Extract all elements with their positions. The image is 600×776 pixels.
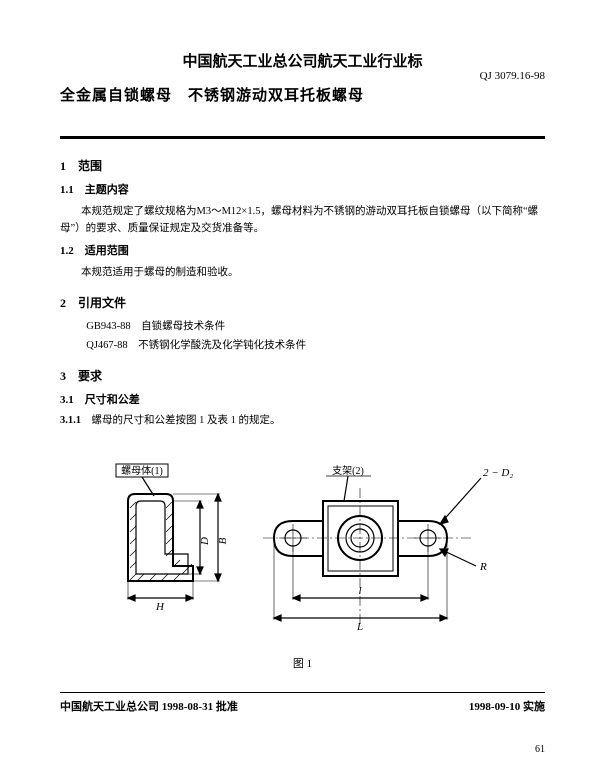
section-3-1-1: 3.1.1 螺母的尺寸和公差按图 1 及表 1 的规定。 — [60, 413, 545, 430]
section-1-1: 1.1 主题内容 — [60, 182, 545, 200]
section-3-1: 3.1 尺寸和公差 — [60, 392, 545, 410]
section-1-2: 1.2 适用范围 — [60, 243, 545, 261]
ref-item: QJ467-88 不锈钢化学酸洗及化学钝化技术条件 — [86, 338, 545, 355]
svg-text:2 − D₂: 2 − D₂ — [483, 467, 513, 479]
section-2: 2 引用文件 — [60, 294, 545, 313]
svg-text:B: B — [217, 537, 229, 544]
section-1: 1 范围 — [60, 157, 545, 176]
ref-code: QJ467-88 — [86, 340, 127, 351]
svg-text:L: L — [355, 621, 362, 633]
doc-title: 全金属自锁螺母 不锈钢游动双耳托板螺母 — [60, 84, 545, 108]
clause-body: 螺母的尺寸和公差按图 1 及表 1 的规定。 — [92, 415, 281, 426]
divider-bottom — [60, 692, 545, 693]
svg-text:支架(2): 支架(2) — [332, 465, 364, 477]
standard-code: QJ 3079.16-98 — [480, 68, 545, 86]
divider-top — [60, 136, 545, 139]
svg-text:D: D — [199, 537, 211, 546]
svg-text:R: R — [479, 561, 487, 573]
reference-list: GB943-88 自锁螺母技术条件 QJ467-88 不锈钢化学酸洗及化学钝化技… — [86, 319, 545, 355]
page-number: 61 — [535, 742, 545, 758]
footer-approval: 中国航天工业总公司 1998-08-31 批准 — [60, 699, 238, 717]
clause-num: 3.1.1 — [60, 415, 81, 426]
svg-text:H: H — [155, 601, 165, 613]
para-1-2: 本规范适用于螺母的制造和验收。 — [60, 265, 545, 282]
svg-text:l: l — [358, 585, 361, 597]
footer-effective: 1998-09-10 实施 — [469, 699, 545, 717]
figure-caption: 图 1 — [60, 656, 545, 674]
figure-1: 螺母体(1) D — [60, 446, 545, 646]
para-1-1: 本规范规定了螺纹规格为M3～M12×1.5，螺母材料为不锈钢的游动双耳托板自锁螺… — [60, 204, 545, 238]
ref-text: 自锁螺母技术条件 — [141, 321, 225, 332]
org-title: 中国航天工业总公司航天工业行业标 — [60, 50, 545, 74]
ref-text: 不锈钢化学酸洗及化学钝化技术条件 — [138, 340, 306, 351]
ref-code: GB943-88 — [86, 321, 130, 332]
svg-text:螺母体(1): 螺母体(1) — [121, 465, 163, 477]
ref-item: GB943-88 自锁螺母技术条件 — [86, 319, 545, 336]
section-3: 3 要求 — [60, 367, 545, 386]
